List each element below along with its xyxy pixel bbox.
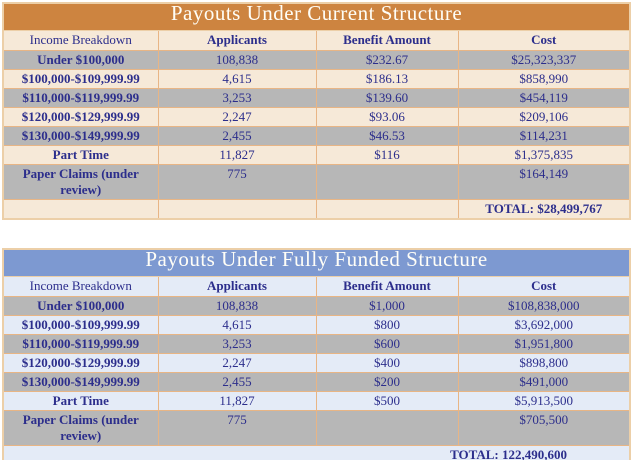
row-label-cell: Part Time <box>2 390 159 411</box>
title-banner-row: Payouts Under Current Structure <box>2 2 631 31</box>
value-cell: 108,838 <box>157 295 317 316</box>
current-structure-table-section: Payouts Under Current Structure Income B… <box>2 2 631 220</box>
empty-cell <box>2 198 159 219</box>
table-row: $130,000-$149,999.99 2,455 $200 $491,000 <box>2 371 631 392</box>
value-cell: $209,106 <box>457 106 631 127</box>
total-row: TOTAL: 122,490,600 <box>2 444 631 460</box>
value-cell: $1,000 <box>315 295 459 316</box>
empty-cell <box>157 198 317 219</box>
table-title: Payouts Under Current Structure <box>2 2 631 31</box>
table-row: $100,000-$109,999.99 4,615 $800 $3,692,000 <box>2 314 631 335</box>
column-header-0: Income Breakdown <box>2 29 159 51</box>
value-cell: 775 <box>157 409 317 446</box>
value-cell: 2,247 <box>157 106 317 127</box>
table-row: $120,000-$129,999.99 2,247 $400 $898,800 <box>2 352 631 373</box>
value-cell: $858,990 <box>457 68 631 89</box>
value-cell: $898,800 <box>457 352 631 373</box>
total-value: TOTAL: 122,490,600 <box>2 444 631 460</box>
value-cell: 3,253 <box>157 333 317 354</box>
value-cell: 2,247 <box>157 352 317 373</box>
table-row: Part Time 11,827 $500 $5,913,500 <box>2 390 631 411</box>
value-cell: $500 <box>315 390 459 411</box>
row-label-cell: $100,000-$109,999.99 <box>2 314 159 335</box>
value-cell: $93.06 <box>315 106 459 127</box>
value-cell: $491,000 <box>457 371 631 392</box>
column-header-2: Benefit Amount <box>315 29 459 51</box>
value-cell: $200 <box>315 371 459 392</box>
table-row: Under $100,000 108,838 $232.67 $25,323,337 <box>2 49 631 70</box>
table-row: $130,000-$149,999.99 2,455 $46.53 $114,231 <box>2 125 631 146</box>
column-header-1: Applicants <box>157 29 317 51</box>
column-header-row: Income Breakdown Applicants Benefit Amount… <box>2 275 631 297</box>
column-header-3: Cost <box>457 275 631 297</box>
table-row: Under $100,000 108,838 $1,000 $108,838,000 <box>2 295 631 316</box>
value-cell: $600 <box>315 333 459 354</box>
table-row: $110,000-$119,999.99 3,253 $139.60 $454,119 <box>2 87 631 108</box>
row-label-cell: $130,000-$149,999.99 <box>2 371 159 392</box>
total-row: TOTAL: $28,499,767 <box>2 198 631 219</box>
table-row: Paper Claims (under review) 775 $705,500 <box>2 409 631 446</box>
value-cell: 2,455 <box>157 371 317 392</box>
value-cell: $800 <box>315 314 459 335</box>
column-header-0: Income Breakdown <box>2 275 159 297</box>
value-cell: $1,375,835 <box>457 144 631 165</box>
table-row: $100,000-$109,999.99 4,615 $186.13 $858,990 <box>2 68 631 89</box>
value-cell: $5,913,500 <box>457 390 631 411</box>
table-row: $110,000-$119,999.99 3,253 $600 $1,951,800 <box>2 333 631 354</box>
table-row: Paper Claims (under review) 775 $164,149 <box>2 163 631 200</box>
table-row: $120,000-$129,999.99 2,247 $93.06 $209,106 <box>2 106 631 127</box>
value-cell: $232.67 <box>315 49 459 70</box>
value-cell: $108,838,000 <box>457 295 631 316</box>
value-cell: $400 <box>315 352 459 373</box>
value-cell: 4,615 <box>157 68 317 89</box>
value-cell: 775 <box>157 163 317 200</box>
value-cell: $454,119 <box>457 87 631 108</box>
value-cell: 11,827 <box>157 144 317 165</box>
title-banner-row: Payouts Under Fully Funded Structure <box>2 248 631 277</box>
value-cell: $139.60 <box>315 87 459 108</box>
value-cell: 2,455 <box>157 125 317 146</box>
column-header-1: Applicants <box>157 275 317 297</box>
value-cell <box>315 409 459 446</box>
table-body: Under $100,000 108,838 $232.67 $25,323,337 $… <box>2 49 631 219</box>
value-cell: 11,827 <box>157 390 317 411</box>
value-cell: $3,692,000 <box>457 314 631 335</box>
row-label-cell: Paper Claims (under review) <box>2 409 159 446</box>
payout-table-current: Payouts Under Current Structure Income B… <box>2 2 631 220</box>
row-label-cell: $110,000-$119,999.99 <box>2 333 159 354</box>
column-header-row: Income Breakdown Applicants Benefit Amount… <box>2 29 631 51</box>
row-label-cell: $100,000-$109,999.99 <box>2 68 159 89</box>
table-row: Part Time 11,827 $116 $1,375,835 <box>2 144 631 165</box>
value-cell: $705,500 <box>457 409 631 446</box>
row-label-cell: $120,000-$129,999.99 <box>2 352 159 373</box>
column-header-2: Benefit Amount <box>315 275 459 297</box>
value-cell: 3,253 <box>157 87 317 108</box>
value-cell: 4,615 <box>157 314 317 335</box>
table-title: Payouts Under Fully Funded Structure <box>2 248 631 277</box>
payout-table-fully-funded: Payouts Under Fully Funded Structure Inc… <box>2 248 631 460</box>
value-cell: 108,838 <box>157 49 317 70</box>
table-body: Under $100,000 108,838 $1,000 $108,838,000 $… <box>2 295 631 460</box>
value-cell: $46.53 <box>315 125 459 146</box>
empty-cell <box>315 198 459 219</box>
row-label-cell: Part Time <box>2 144 159 165</box>
row-label-cell: Under $100,000 <box>2 295 159 316</box>
value-cell: $186.13 <box>315 68 459 89</box>
value-cell: $164,149 <box>457 163 631 200</box>
row-label-cell: Paper Claims (under review) <box>2 163 159 200</box>
value-cell <box>315 163 459 200</box>
value-cell: $1,951,800 <box>457 333 631 354</box>
value-cell: $116 <box>315 144 459 165</box>
total-value: TOTAL: $28,499,767 <box>457 198 631 219</box>
row-label-cell: $120,000-$129,999.99 <box>2 106 159 127</box>
column-header-3: Cost <box>457 29 631 51</box>
fully-funded-table-section: Payouts Under Fully Funded Structure Inc… <box>2 248 631 460</box>
row-label-cell: Under $100,000 <box>2 49 159 70</box>
value-cell: $114,231 <box>457 125 631 146</box>
row-label-cell: $110,000-$119,999.99 <box>2 87 159 108</box>
value-cell: $25,323,337 <box>457 49 631 70</box>
row-label-cell: $130,000-$149,999.99 <box>2 125 159 146</box>
